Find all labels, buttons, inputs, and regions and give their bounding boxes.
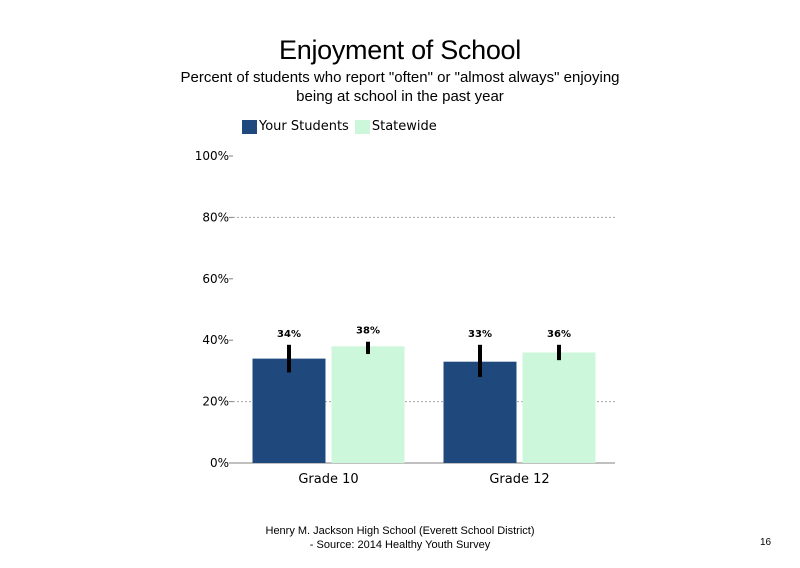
footer-source-line: - Source: 2014 Healthy Youth Survey <box>309 539 491 551</box>
y-tick-label: 0% <box>210 456 229 470</box>
data-label: 36% <box>547 329 571 340</box>
data-label: 38% <box>356 326 380 337</box>
bar <box>331 346 405 463</box>
chart-title: Enjoyment of School <box>279 35 521 65</box>
data-label: 33% <box>468 329 492 340</box>
bar <box>522 352 596 463</box>
y-tick-label: 80% <box>202 210 229 224</box>
subtitle-line-1: Percent of students who report "often" o… <box>180 69 620 86</box>
chart-subtitle: Percent of students who report "often" o… <box>180 68 620 116</box>
y-tick-label: 100% <box>195 149 229 163</box>
bar <box>252 358 326 463</box>
legend-item-your-students: Your Students <box>242 119 349 134</box>
legend-label-statewide: Statewide <box>371 119 437 134</box>
legend-item-statewide: Statewide <box>354 119 437 134</box>
bar <box>443 361 517 463</box>
footer-school: Henry M. Jackson High School (Everett Sc… <box>265 525 535 537</box>
x-tick-label: Grade 12 <box>489 472 549 487</box>
y-tick-label: 60% <box>202 272 229 286</box>
footer-source: Henry M. Jackson High School (Everett Sc… <box>210 524 590 552</box>
y-tick-label: 40% <box>202 333 229 347</box>
legend-swatch-statewide <box>354 119 370 134</box>
y-tick-label: 20% <box>202 395 229 409</box>
legend-swatch-your-students <box>242 119 257 134</box>
subtitle-line-2: being at school in the past year <box>296 88 504 105</box>
legend-label-your-students: Your Students <box>259 119 349 134</box>
data-label: 34% <box>277 329 301 340</box>
page-number: 16 <box>760 537 772 548</box>
chart-legend: Your Students Statewide <box>242 119 443 134</box>
x-tick-label: Grade 10 <box>298 472 358 487</box>
